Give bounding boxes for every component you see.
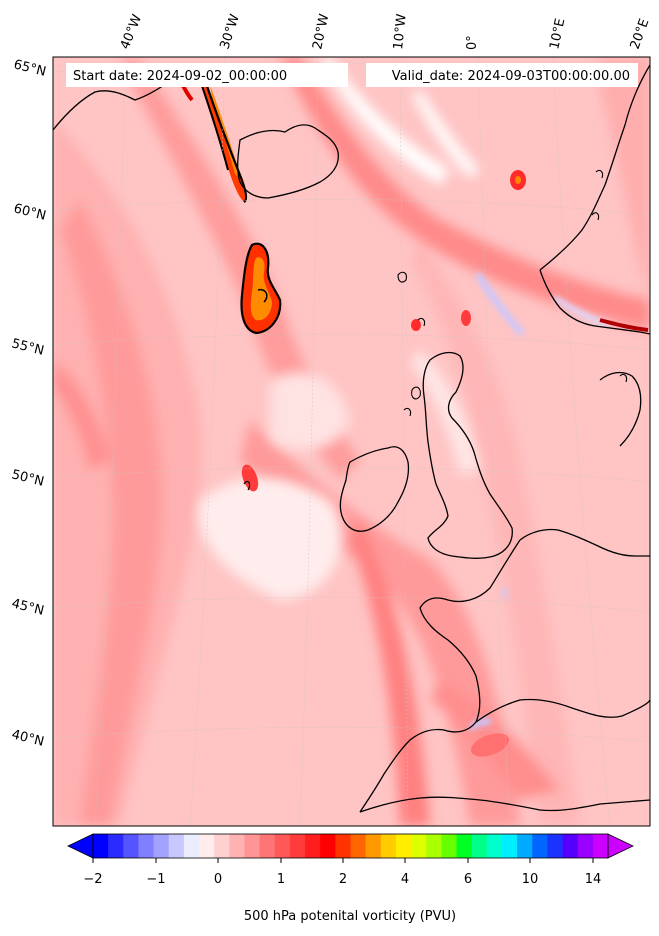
colorbar-swatch [411,834,427,858]
colorbar-swatch [547,834,563,858]
pv-cutoff-core [240,242,282,335]
colorbar-swatch [426,834,442,858]
colorbar-swatch [350,834,367,858]
map-panel [53,57,650,826]
colorbar-swatch [562,834,579,858]
colorbar-tick-label: −1 [146,872,165,887]
colorbar-swatch [93,834,109,858]
longitude-labels: 40°W 30°W 20°W 10°W 0° 10°E 20°E [118,12,653,51]
islands [397,169,628,417]
start-date-box [66,63,348,87]
colorbar-swatch [153,834,170,858]
colorbar-swatch [365,834,382,858]
colorbar-swatch [486,834,503,858]
lon-label: 30°W [218,12,243,51]
colorbar-swatch [305,834,321,858]
colorbar: −2 −1 0 1 2 4 6 10 14 500 hPa potenital … [67,833,634,924]
colorbar-swatch [532,834,548,858]
colorbar-swatch [183,834,200,858]
colorbar-tick-label: 2 [339,872,347,887]
lat-label: 60°N [12,201,47,223]
colorbar-extend-low [67,833,94,859]
colorbar-swatch [395,834,412,858]
colorbar-swatch [259,834,276,858]
colorbar-swatch [274,834,291,858]
colorbar-swatch [214,834,230,858]
lon-label: 20°E [628,17,653,52]
colorbar-swatch [244,834,261,858]
colorbar-label: 500 hPa potenital vorticity (PVU) [244,909,456,924]
colorbar-tick-label: 10 [522,872,539,887]
lon-label: 40°W [118,12,145,51]
colorbar-tick-label: 1 [277,872,285,887]
colorbar-tick-label: 4 [401,872,409,887]
iberia-coast [359,796,650,813]
colorbar-tick-label: 6 [464,872,472,887]
lat-label: 50°N [10,467,45,489]
great-britain-coast [422,351,513,559]
colorbar-swatch [456,834,473,858]
colorbar-swatch [199,834,215,858]
colorbar-swatch [517,834,533,858]
colorbar-swatch [320,834,336,858]
colorbar-swatch [123,834,139,858]
colorbar-swatch [592,834,609,858]
latitude-labels: 65°N 60°N 55°N 50°N 45°N 40°N [10,57,47,749]
colorbar-swatch [471,834,488,858]
colorbar-swatch [335,834,351,858]
graticule [53,57,650,826]
lon-label: 10°E [547,17,568,51]
lon-label: 10°W [391,13,410,50]
lat-label: 55°N [10,336,45,358]
lon-label: 20°W [310,12,332,50]
colorbar-swatch [289,834,306,858]
lat-label: 45°N [10,596,45,618]
lat-label: 65°N [12,57,47,79]
colorbar-tick-labels: −2 −1 0 1 2 4 6 10 14 [83,872,601,887]
colorbar-tick-label: 14 [585,872,602,887]
pv-small-cores [241,170,649,757]
valid-date-box [366,63,638,87]
colorbar-frame [92,833,609,859]
colorbar-ticks [92,858,594,863]
colorbar-swatch [380,834,397,858]
lon-label: 0° [465,35,480,50]
colorbar-swatches [93,834,609,858]
colorbar-tick-label: 0 [214,872,222,887]
colorbar-swatch [577,834,594,858]
pv-low-zones [198,57,480,600]
ireland-coast [339,446,410,532]
map-frame [52,56,651,827]
start-date-label: Start date: 2024-09-02_00:00:00 [73,69,287,84]
colorbar-swatch [138,834,154,858]
lat-label: 40°N [10,727,45,749]
colorbar-swatch [108,834,124,858]
scandinavia-coast [539,64,650,271]
europe-coast [519,528,650,557]
colorbar-swatch [501,834,518,858]
colorbar-extend-high [607,833,634,859]
iceland-coast [237,124,339,199]
coastlines [53,64,650,813]
pv-negative-streaks [470,272,610,732]
valid-date-label: Valid_date: 2024-09-03T00:00:00.00 [392,69,630,84]
colorbar-swatch [441,834,457,858]
pv-high-core-north [178,79,248,203]
colorbar-swatch [168,834,185,858]
colorbar-tick-label: −2 [83,872,102,887]
header-bar: Start date: 2024-09-02_00:00:00 Valid_da… [66,63,638,87]
colorbar-swatch [229,834,245,858]
